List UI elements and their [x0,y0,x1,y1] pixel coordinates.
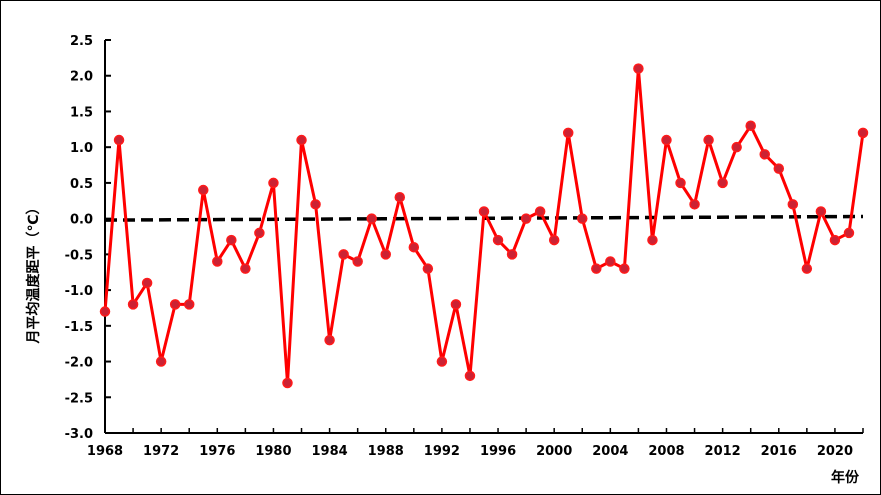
y-tick-label: -3.0 [65,427,93,442]
data-point [310,199,321,210]
data-point [773,163,785,174]
data-point [366,213,377,224]
data-point [548,234,560,246]
data-point [450,299,462,310]
y-tick-label: 1.0 [70,141,93,156]
y-tick-label: 2.5 [70,34,93,49]
x-tick-label: 2012 [705,444,741,459]
data-point [240,263,251,274]
data-point [647,234,658,246]
data-point [198,184,209,196]
x-tick-label: 2016 [761,444,797,459]
data-point [520,213,532,224]
x-tick-label: 1968 [87,444,123,459]
y-axis-title: 月平均温度距平（℃） [25,201,42,345]
data-point [633,63,644,74]
data-point [338,249,349,260]
data-point [282,377,293,389]
x-tick-label: 2008 [648,444,684,459]
data-point [478,206,490,217]
x-tick-label: 1992 [424,444,460,459]
data-point [857,127,869,139]
data-point [534,206,546,217]
y-tick-label: -2.0 [65,356,93,371]
data-point [843,227,855,239]
data-point [254,227,265,239]
x-tick-label: 1976 [199,444,235,459]
y-tick-label: 1.5 [70,105,93,120]
data-point [141,277,153,289]
data-point [815,206,827,217]
data-point [703,134,714,146]
x-tick-label: 1980 [255,444,291,459]
data-point [464,370,476,382]
x-tick-label: 1996 [480,444,516,459]
data-point [619,263,630,274]
data-point [745,120,756,131]
data-point [801,263,813,274]
data-point [99,306,111,317]
x-tick-label: 2000 [536,444,572,459]
x-tick-label: 2004 [592,444,628,459]
data-point [183,299,195,310]
data-point [661,134,672,146]
data-point [155,356,167,367]
data-point [717,177,728,189]
data-point [169,299,181,310]
data-point [127,299,139,310]
data-point [689,199,700,210]
data-point [422,263,434,274]
data-point [296,134,307,146]
data-point [380,249,391,260]
y-tick-label: 0.0 [70,213,93,228]
data-point [492,234,504,246]
data-point [113,134,125,146]
x-axis-title: 年份 [831,469,860,486]
data-point [759,149,770,160]
series-layer [99,63,869,389]
data-point [394,191,406,203]
y-tick-label: 0.5 [70,177,93,192]
y-tick-label: -0.5 [65,248,93,263]
x-tick-label: 1988 [368,444,404,459]
data-point [562,127,574,139]
data-point [731,141,742,153]
y-tick-label: -1.0 [65,284,93,299]
data-point [675,177,686,189]
data-point [591,263,602,274]
data-point [436,356,448,367]
data-point [268,177,279,189]
data-point [352,256,363,267]
data-point [605,256,616,267]
data-point [212,256,223,267]
x-tick-label: 1984 [311,444,347,459]
x-tick-label: 2020 [817,444,853,459]
data-point [577,213,588,224]
data-point [506,249,518,260]
y-tick-label: -2.5 [65,391,93,406]
data-point [787,199,799,210]
y-tick-label: -1.5 [65,320,93,335]
axes: 2.5 2.0 1.5 1.0 0.5 0.0 -0.5 -1.0 -1.5 -2.0 -2.5 -3… [65,34,864,459]
data-point [408,241,420,253]
data-point [829,234,841,246]
data-point [226,234,237,246]
data-point [324,334,335,346]
x-tick-label: 1972 [143,444,179,459]
y-tick-label: 2.0 [70,70,93,85]
anomaly-series-line [103,67,865,385]
